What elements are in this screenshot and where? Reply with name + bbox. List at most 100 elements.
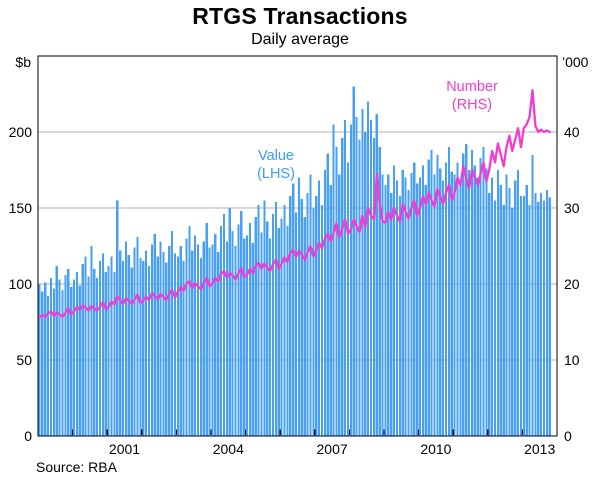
value-bar — [61, 290, 64, 436]
value-bar — [243, 238, 246, 436]
value-bar — [410, 173, 413, 437]
value-bar — [355, 116, 358, 437]
value-bar — [476, 177, 479, 436]
value-bar — [41, 291, 44, 436]
value-bar — [228, 208, 231, 436]
value-bar — [439, 168, 442, 437]
value-bar — [165, 262, 168, 436]
value-bar — [320, 204, 324, 436]
value-bar — [542, 200, 546, 436]
value-bar — [271, 214, 275, 436]
value-bar — [332, 124, 335, 437]
value-bar — [459, 180, 462, 436]
value-bar — [450, 171, 453, 436]
value-bar — [124, 241, 128, 436]
value-bar — [375, 113, 378, 436]
value-bar — [119, 250, 122, 436]
value-bar — [534, 192, 537, 436]
value-bar — [358, 139, 361, 436]
value-bar — [136, 236, 139, 436]
value-bar — [352, 86, 355, 437]
value-bar — [162, 252, 165, 436]
value-bar — [505, 174, 508, 436]
value-bar — [519, 195, 523, 436]
value-bar — [528, 204, 531, 436]
value-bar — [418, 177, 422, 436]
value-series-axis-note: (LHS) — [257, 166, 295, 182]
right-axis-tick-label: 30 — [564, 200, 580, 216]
value-bar — [364, 132, 367, 436]
value-bar — [338, 174, 341, 436]
value-bar — [75, 271, 79, 436]
value-bar — [323, 170, 326, 436]
value-bar — [251, 242, 254, 436]
right-axis-tick-label: 0 — [564, 428, 572, 444]
number-series-axis-note: (RHS) — [451, 97, 493, 113]
value-bar — [260, 232, 263, 436]
value-bar — [390, 192, 393, 436]
value-bar — [147, 265, 151, 436]
value-bar — [113, 271, 116, 436]
value-bar — [447, 147, 450, 436]
x-axis-tick-label: 2010 — [420, 441, 451, 457]
left-axis-tick-label: 50 — [16, 352, 32, 368]
value-bar — [231, 230, 234, 436]
value-bar — [444, 162, 448, 436]
value-bar — [194, 235, 197, 436]
value-bar — [384, 185, 387, 436]
left-axis-tick-label: 150 — [9, 200, 33, 216]
value-bar — [436, 154, 439, 437]
value-bar — [170, 230, 174, 436]
left-axis-unit-label: $b — [15, 54, 31, 70]
value-bar — [266, 221, 269, 436]
value-bar — [101, 253, 104, 436]
value-bar — [98, 261, 102, 436]
value-bar — [424, 185, 427, 436]
value-bar — [387, 174, 390, 436]
value-bar — [110, 256, 113, 436]
right-axis-unit-label: ’000 — [562, 54, 589, 70]
value-bar — [211, 244, 214, 436]
value-bar — [456, 162, 459, 436]
value-bar — [508, 188, 511, 436]
x-axis-tick-label: 2001 — [109, 441, 140, 457]
value-bar — [254, 217, 257, 436]
value-bar — [393, 165, 396, 436]
value-bar — [222, 214, 226, 436]
value-bar — [367, 101, 370, 436]
value-bar — [87, 276, 90, 436]
value-bar — [248, 223, 252, 436]
value-bar — [150, 244, 153, 436]
chart-subtitle: Daily average — [251, 31, 349, 48]
value-bar — [104, 271, 107, 436]
source-note: Source: RBA — [36, 459, 117, 475]
value-bar — [142, 261, 145, 436]
value-bar — [280, 218, 283, 436]
value-bar — [133, 247, 136, 436]
value-bar — [263, 200, 266, 436]
value-bar — [545, 189, 548, 436]
value-bar — [127, 255, 130, 436]
value-bar — [395, 180, 399, 436]
value-bar — [294, 212, 298, 436]
value-bar — [427, 159, 430, 437]
plot-frame — [37, 55, 558, 437]
value-bar — [537, 201, 540, 436]
value-bar — [485, 168, 488, 437]
number-series-annotation: Number (RHS) — [434, 78, 510, 114]
value-bar — [467, 170, 471, 436]
value-bar — [369, 119, 373, 436]
value-bar — [300, 198, 303, 436]
value-bar — [199, 258, 202, 436]
value-bar — [421, 165, 425, 436]
value-bar — [81, 264, 84, 436]
value-bar — [349, 124, 352, 437]
value-bar — [220, 226, 223, 436]
value-bar — [188, 226, 191, 436]
value-bar — [217, 252, 220, 436]
right-axis-tick-label: 40 — [564, 124, 580, 140]
right-axis-tick-label: 20 — [564, 276, 580, 292]
value-bar — [196, 244, 200, 436]
